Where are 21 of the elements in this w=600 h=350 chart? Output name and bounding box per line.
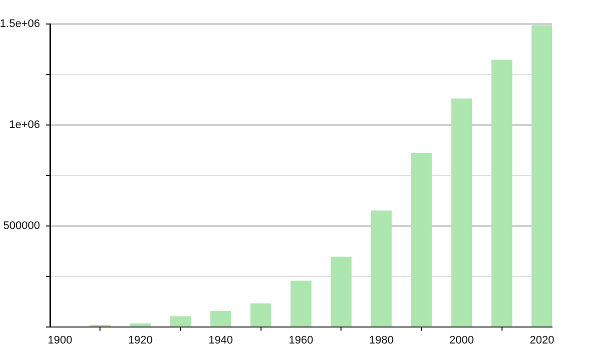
- y-tick-label: 500000: [3, 220, 40, 232]
- x-tick-label: 2020: [530, 334, 554, 346]
- x-tick-label: 1900: [48, 334, 72, 346]
- y-tick-label: 1e+06: [9, 118, 40, 131]
- bar: [491, 60, 512, 326]
- bar: [130, 323, 151, 326]
- bar: [330, 256, 352, 326]
- x-tick-label: 1920: [128, 334, 153, 346]
- bar: [411, 152, 432, 326]
- bar: [532, 25, 552, 326]
- x-tick-label: 1940: [208, 334, 233, 346]
- bar: [210, 311, 232, 326]
- x-tick-label: 1980: [369, 334, 394, 346]
- x-tick-label: 2000: [449, 334, 474, 346]
- bar: [170, 316, 191, 326]
- bar: [451, 98, 472, 326]
- bar: [370, 210, 392, 326]
- x-tick-label: 1960: [288, 334, 314, 346]
- bar: [250, 303, 272, 326]
- bar: [290, 280, 312, 326]
- y-tick-label: 1.5e+06: [0, 18, 40, 30]
